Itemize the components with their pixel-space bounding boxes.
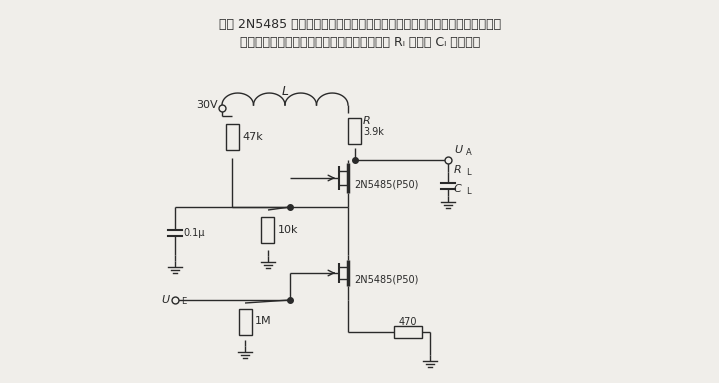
Text: U: U [161, 295, 169, 305]
Bar [394, 326, 422, 338]
Text: 2N5485(P50): 2N5485(P50) [354, 179, 418, 189]
Text: L: L [282, 85, 288, 98]
Text: 30V: 30V [196, 100, 218, 110]
Text: 减小到接近于零。放大器的带宽仅受负载电阻 Rₗ 和电容 Cₗ 的限制。: 减小到接近于零。放大器的带宽仅受负载电阻 Rₗ 和电容 Cₗ 的限制。 [240, 36, 480, 49]
Text: E: E [181, 298, 186, 306]
Text: 47k: 47k [242, 132, 262, 142]
Text: C: C [454, 184, 462, 194]
Text: L: L [466, 187, 471, 195]
Bar [226, 124, 239, 150]
Text: 采用 2N5485 场效应管的电路具有很低的输入电流，再加上反馈作用、使其能: 采用 2N5485 场效应管的电路具有很低的输入电流，再加上反馈作用、使其能 [219, 18, 501, 31]
Text: 2N5485(P50): 2N5485(P50) [354, 274, 418, 284]
Bar [262, 217, 275, 243]
Text: 3.9k: 3.9k [363, 127, 384, 137]
Text: 10k: 10k [278, 225, 298, 235]
Text: A: A [466, 147, 472, 157]
Bar [349, 118, 362, 144]
Bar [239, 308, 252, 334]
Text: 470: 470 [399, 317, 417, 327]
Text: R: R [454, 165, 462, 175]
Text: U: U [454, 145, 462, 155]
Text: 1M: 1M [255, 316, 272, 326]
Text: R: R [363, 116, 371, 126]
Text: L: L [466, 167, 471, 177]
Text: 0.1μ: 0.1μ [183, 228, 204, 237]
